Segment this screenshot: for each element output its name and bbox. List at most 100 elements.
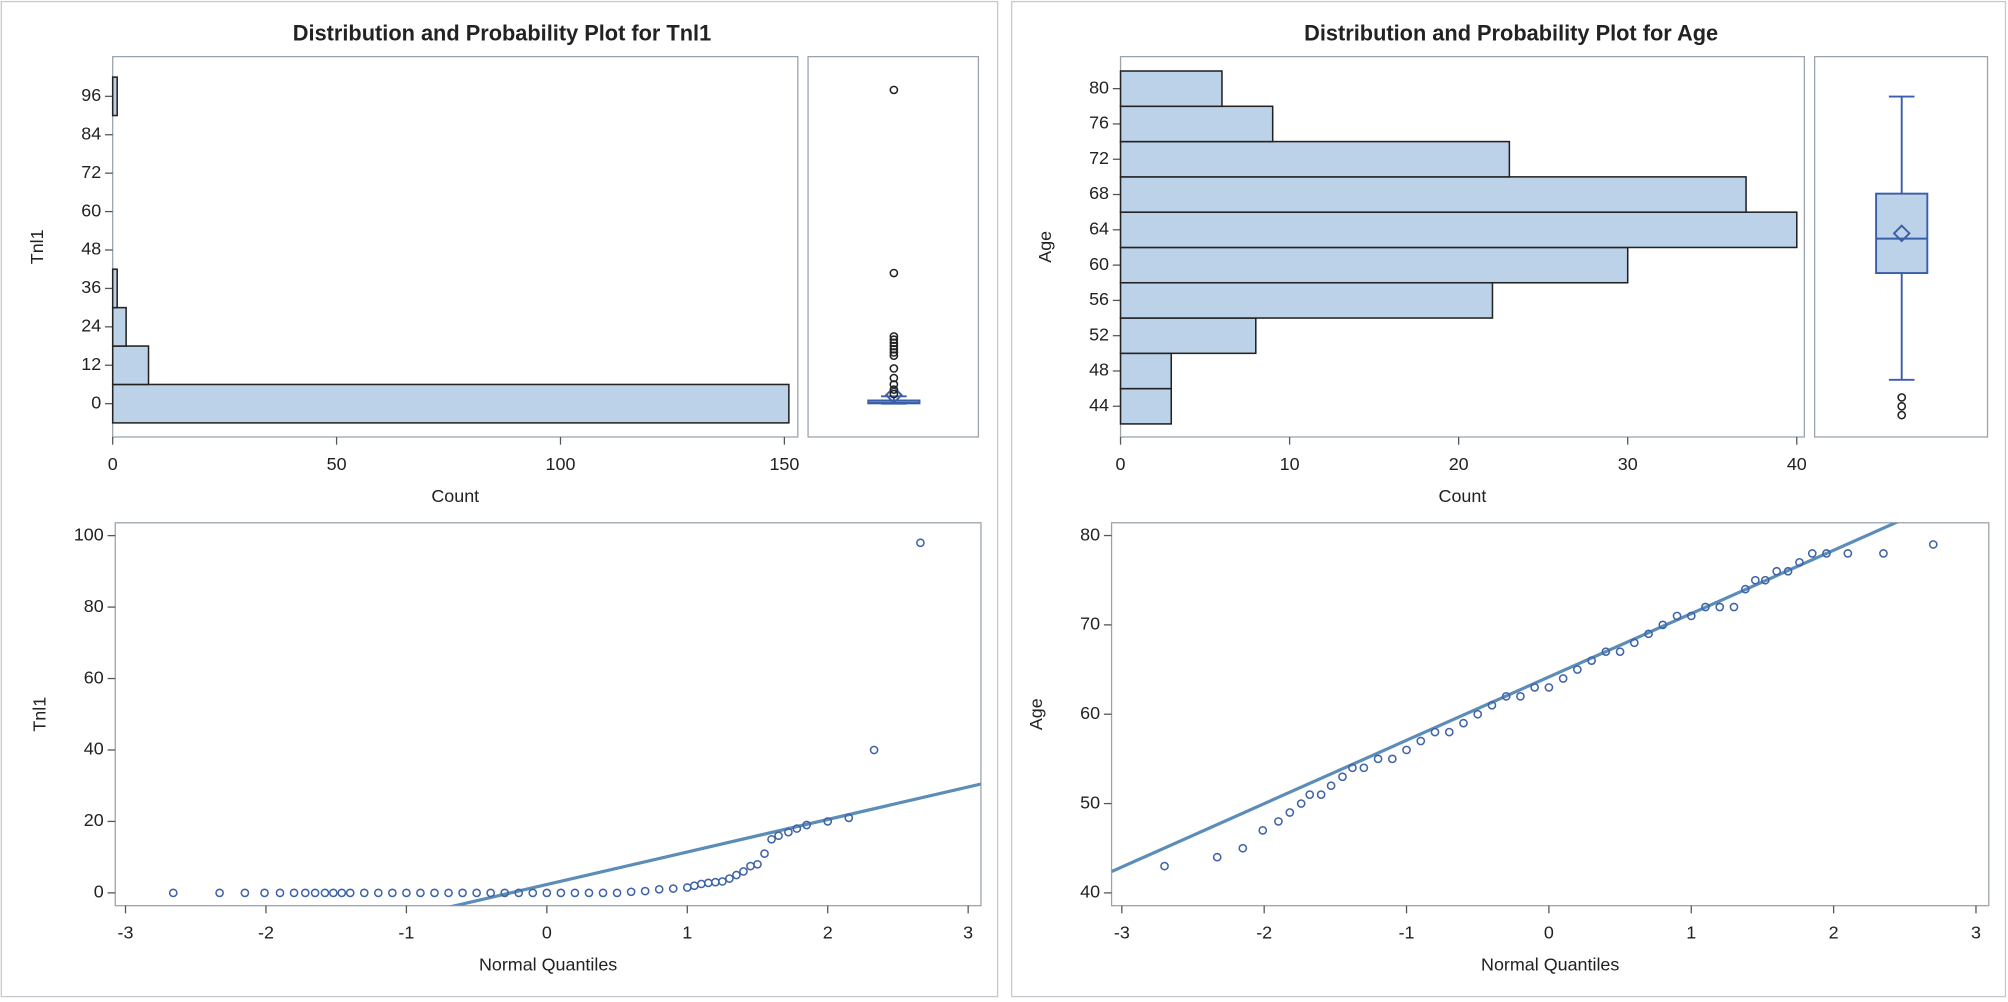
histogram-bar [111, 76, 118, 117]
point [402, 888, 411, 898]
point [1629, 638, 1639, 648]
x-tick-label: -1 [398, 923, 414, 943]
x-tick-label: 0 [1116, 454, 1126, 474]
point [514, 888, 524, 898]
point [1807, 549, 1817, 558]
point [774, 831, 783, 841]
point [1686, 611, 1696, 621]
x-tick-label: 2 [823, 923, 833, 943]
box [1875, 192, 1929, 275]
point [612, 888, 622, 898]
histogram-bar [1119, 352, 1173, 390]
point [1274, 817, 1283, 826]
y-tick-label: 24 [81, 316, 101, 336]
point [767, 834, 776, 844]
point [916, 538, 925, 548]
x-axis-label: Normal Quantiles [1481, 955, 1619, 975]
plot-frame [112, 55, 799, 438]
point [486, 888, 496, 898]
point [1544, 683, 1554, 692]
point [1822, 549, 1831, 558]
point [1402, 745, 1411, 755]
histogram-bar [1119, 211, 1798, 249]
point [1587, 656, 1596, 665]
histogram-bar [111, 268, 118, 309]
point [640, 886, 650, 896]
y-tick-label: 70 [1080, 614, 1100, 634]
point [240, 888, 250, 898]
y-tick-label: 36 [81, 277, 101, 297]
outlier [889, 85, 899, 95]
histogram-bar [111, 383, 790, 424]
outlier [889, 335, 899, 344]
x-tick-label: 3 [1971, 923, 1981, 943]
point [1326, 781, 1336, 791]
histogram-bar [1119, 246, 1629, 284]
y-tick-label: 44 [1089, 395, 1109, 415]
point [1672, 611, 1682, 621]
y-tick-label: 80 [1080, 524, 1100, 544]
y-tick-label: 72 [1089, 148, 1109, 168]
point [1783, 566, 1793, 576]
reference-line [1111, 522, 1900, 874]
x-axis-label: Count [1439, 486, 1487, 506]
x-tick-label: -3 [1114, 923, 1130, 943]
plot-frame [1813, 55, 1989, 438]
point [1238, 843, 1248, 853]
y-tick-label: 100 [74, 524, 104, 544]
y-tick-label: 64 [1089, 219, 1109, 239]
histogram-bar [1119, 387, 1173, 425]
y-tick-label: 0 [91, 392, 101, 412]
y-axis-label: Tnl1 [30, 697, 50, 732]
histogram-bar [111, 345, 150, 386]
point [556, 888, 566, 898]
point [500, 888, 510, 898]
point [1750, 575, 1760, 585]
outlier [1897, 401, 1907, 411]
x-tick-label: 2 [1829, 923, 1839, 943]
point [458, 888, 467, 898]
point [1373, 754, 1383, 764]
y-tick-label: 96 [81, 85, 101, 105]
point [1501, 692, 1511, 701]
y-axis-label: Tnl1 [27, 229, 47, 264]
histogram-bar [1119, 176, 1747, 213]
point [1715, 602, 1725, 612]
x-tick-label: -2 [258, 923, 274, 943]
point [802, 820, 812, 830]
left-panel [0, 0, 999, 998]
x-tick-label: -1 [1399, 923, 1415, 943]
point [1387, 754, 1397, 764]
x-tick-label: -3 [118, 923, 134, 943]
point [289, 888, 299, 898]
point [1444, 727, 1454, 737]
point [844, 813, 854, 823]
point [1212, 852, 1222, 862]
point [1615, 647, 1625, 657]
point [784, 827, 793, 837]
plot-frame [114, 522, 982, 907]
y-tick-label: 40 [84, 739, 104, 759]
outlier [889, 385, 899, 394]
point [359, 888, 369, 898]
point [760, 849, 769, 858]
point [1487, 700, 1497, 710]
x-tick-label: 150 [769, 454, 799, 474]
point [654, 884, 664, 894]
point [1285, 808, 1295, 817]
point [570, 888, 580, 898]
mean-marker [884, 385, 903, 405]
point [1772, 566, 1782, 576]
y-tick-label: 60 [1080, 703, 1100, 723]
point [1160, 861, 1169, 871]
point [792, 824, 802, 833]
point [1928, 540, 1938, 549]
point [416, 888, 425, 898]
x-tick-label: 0 [542, 923, 552, 943]
outlier [889, 332, 899, 341]
point [444, 888, 453, 898]
point [1305, 790, 1315, 799]
point [329, 888, 338, 898]
y-tick-label: 48 [81, 239, 101, 259]
y-tick-label: 56 [1089, 289, 1109, 309]
